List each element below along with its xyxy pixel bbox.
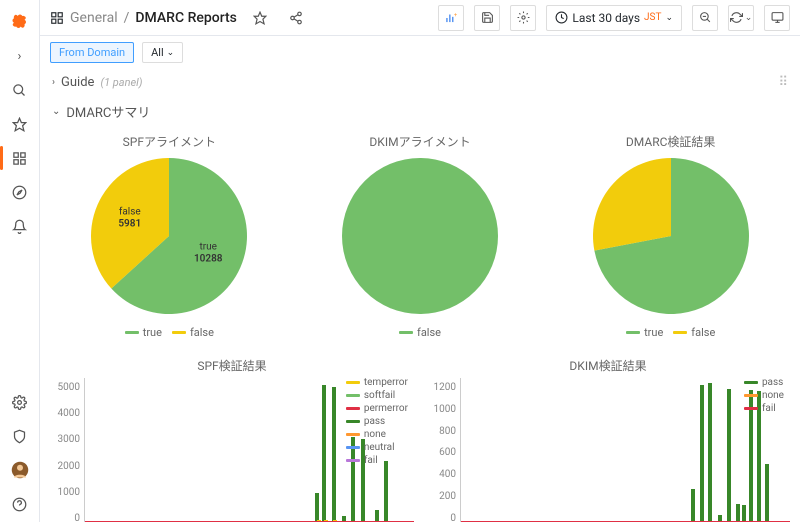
drag-handle-icon[interactable]: ⠿: [778, 75, 788, 90]
breadcrumb-sep: /: [124, 10, 130, 26]
pie-panel: SPFアライメント true10288false5981 truefalse: [50, 127, 289, 343]
config-icon[interactable]: [4, 386, 36, 418]
svg-text:false: false: [119, 206, 141, 218]
pie-chart: true10288 false5981: [79, 154, 259, 318]
star-icon[interactable]: [4, 108, 36, 140]
panel-title: DKIM検証結果: [426, 353, 790, 378]
avatar-icon[interactable]: [4, 454, 36, 486]
time-range-picker[interactable]: Last 30 days JST ⌄: [546, 5, 682, 31]
legend-item[interactable]: permerror: [346, 403, 408, 414]
legend-item[interactable]: fail: [346, 455, 408, 466]
pie-legend: false: [301, 318, 540, 343]
panel-title: DMARC検証結果: [551, 127, 790, 154]
breadcrumb-page[interactable]: DMARC Reports: [135, 10, 237, 26]
legend-item[interactable]: false: [399, 326, 441, 339]
legend-item[interactable]: neutral: [346, 442, 408, 453]
row-summary-label: DMARCサマリ: [66, 102, 150, 121]
breadcrumb-folder[interactable]: General: [70, 10, 118, 26]
dashboards-icon[interactable]: [4, 142, 36, 174]
help-icon[interactable]: [4, 488, 36, 520]
chevron-right-icon[interactable]: ›: [52, 77, 55, 88]
bar-panel: DKIM検証結果 120010008006004002000 11/2812/0…: [426, 353, 790, 522]
grafana-logo-icon[interactable]: [4, 6, 36, 38]
pie-panel: DMARC検証結果 true false: [551, 127, 790, 343]
breadcrumb[interactable]: General / DMARC Reports: [50, 10, 237, 26]
svg-text:10288: 10288: [194, 253, 223, 264]
panel-title: SPF検証結果: [50, 353, 414, 378]
apps-icon: [50, 11, 64, 25]
pie-legend: true false: [551, 318, 790, 343]
panel-title: DKIMアライメント: [301, 127, 540, 154]
dashboard-content: › Guide (1 panel) ⠿ ⌄ DMARCサマリ SPFアライメント…: [40, 69, 800, 522]
save-button[interactable]: [474, 5, 500, 31]
chevron-expand-icon[interactable]: ›: [4, 40, 36, 72]
bar-legend: temperror softfail permerror pass none neutra…: [346, 377, 408, 468]
legend-item[interactable]: true: [125, 326, 162, 339]
svg-text:+: +: [454, 12, 458, 18]
pie-chart: [581, 154, 761, 318]
main: General / DMARC Reports + Last 30 days J…: [40, 0, 800, 522]
bar-chart: [460, 378, 790, 522]
legend-item[interactable]: false: [172, 326, 214, 339]
legend-item[interactable]: none: [744, 390, 784, 401]
time-range-label: Last 30 days: [572, 11, 640, 25]
bar-panel: SPF検証結果 500040003000200010000 11/2812/02…: [50, 353, 414, 522]
pie-legend: true false: [50, 318, 289, 343]
chevron-down-icon: ⌄: [665, 13, 673, 23]
from-domain-filter[interactable]: From Domain: [50, 42, 134, 63]
panel-title: SPFアライメント: [50, 127, 289, 154]
sidebar: ›: [0, 0, 40, 522]
tv-mode-button[interactable]: [764, 5, 790, 31]
settings-button[interactable]: [510, 5, 536, 31]
svg-text:true: true: [200, 241, 217, 252]
pie-panel: DKIMアライメント false: [301, 127, 540, 343]
all-filter[interactable]: All⌄: [142, 42, 183, 63]
variable-bar: From Domain All⌄: [40, 36, 800, 69]
explore-icon[interactable]: [4, 176, 36, 208]
y-axis: 120010008006004002000: [426, 378, 460, 522]
legend-item[interactable]: fail: [744, 403, 784, 414]
bar-legend: pass none fail: [744, 377, 784, 416]
favorite-button[interactable]: [247, 5, 273, 31]
refresh-button[interactable]: ⌄: [728, 5, 754, 31]
svg-text:5981: 5981: [119, 219, 142, 230]
time-range-tz: JST: [644, 12, 661, 23]
add-panel-button[interactable]: +: [438, 5, 464, 31]
legend-item[interactable]: true: [626, 326, 663, 339]
legend-item[interactable]: temperror: [346, 377, 408, 388]
share-button[interactable]: [283, 5, 309, 31]
alert-icon[interactable]: [4, 210, 36, 242]
admin-icon[interactable]: [4, 420, 36, 452]
legend-item[interactable]: softfail: [346, 390, 408, 401]
pie-chart: [330, 154, 510, 318]
legend-item[interactable]: false: [673, 326, 715, 339]
chevron-down-icon[interactable]: ⌄: [52, 106, 60, 117]
zoom-out-button[interactable]: [692, 5, 718, 31]
legend-item[interactable]: none: [346, 429, 408, 440]
row-guide[interactable]: › Guide (1 panel) ⠿: [50, 69, 790, 96]
row-summary[interactable]: ⌄ DMARCサマリ: [50, 96, 790, 127]
row-guide-hint: (1 panel): [100, 76, 142, 89]
row-guide-label: Guide: [61, 75, 94, 90]
legend-item[interactable]: pass: [346, 416, 408, 427]
search-icon[interactable]: [4, 74, 36, 106]
legend-item[interactable]: pass: [744, 377, 784, 388]
y-axis: 500040003000200010000: [50, 378, 84, 522]
topbar: General / DMARC Reports + Last 30 days J…: [40, 0, 800, 36]
